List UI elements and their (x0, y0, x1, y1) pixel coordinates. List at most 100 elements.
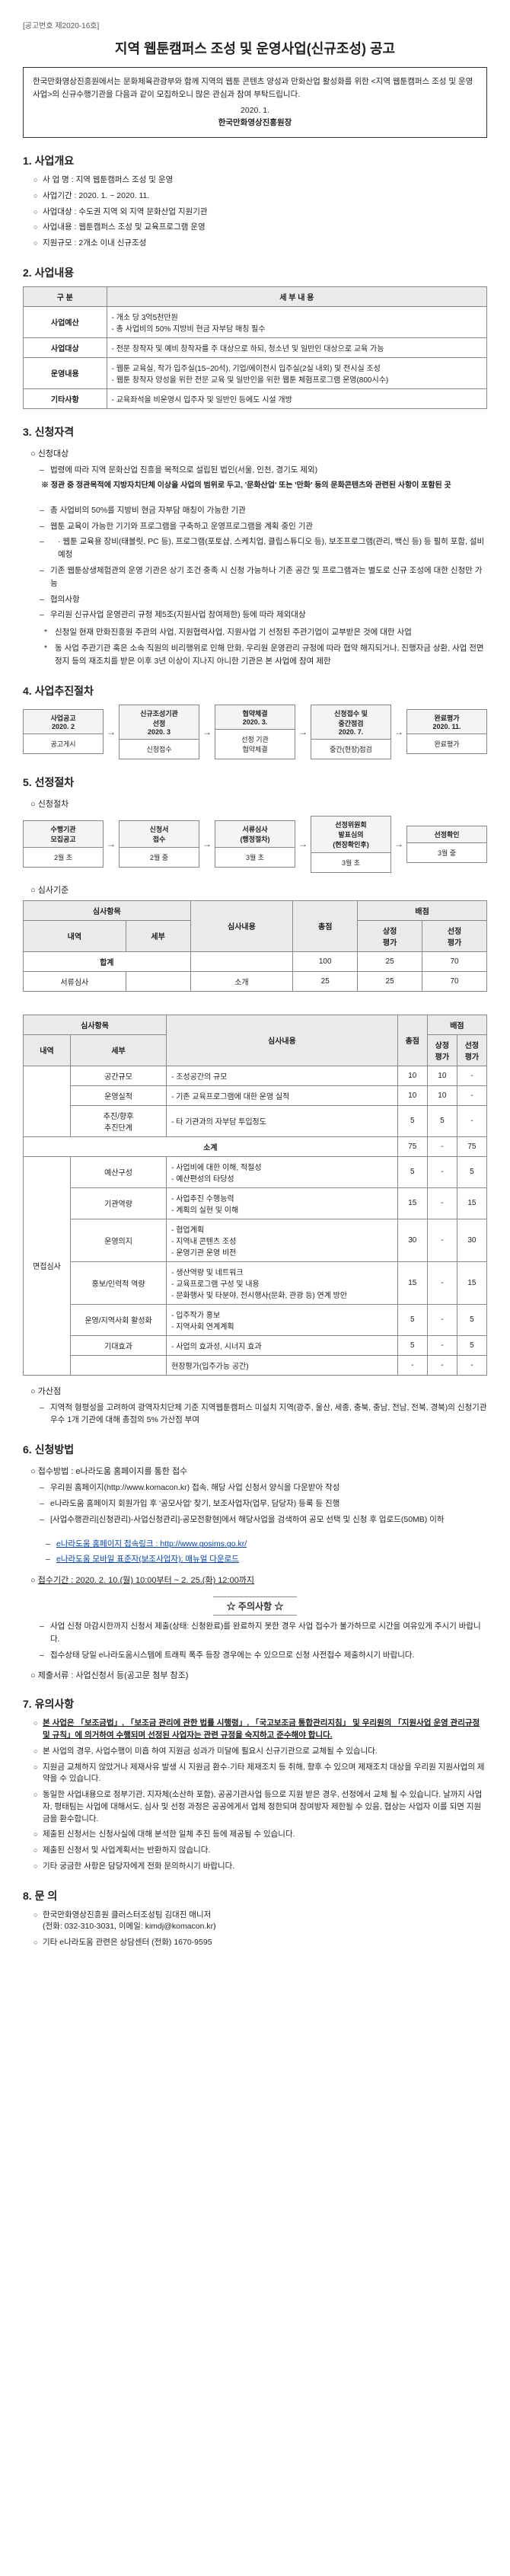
s3-note: ※ 정관 중 정관목적에 지방자치단체 이상을 사업의 범위로 두고, '문화산… (23, 480, 487, 492)
td: - 사업의 효과성, 시너지 효과 (167, 1335, 398, 1355)
td: 사업예산 (24, 306, 107, 337)
td: 5 (457, 1335, 486, 1355)
arrow-icon: → (298, 727, 308, 737)
section-6-title: 6. 신청방법 (23, 1442, 487, 1457)
flow-box: 수행기관 모집공고2월 초 (23, 820, 104, 868)
s6-sub: 접수방법 : e나라도움 홈페이지를 통한 접수 (30, 1465, 487, 1477)
s3-dash: 총 사업비의 50%를 지방비 현금 자부담 매칭이 가능한 기관 (40, 504, 487, 517)
td: - (427, 1136, 457, 1156)
td: - (427, 1304, 457, 1335)
s7-item: 제출된 신청서 및 사업계획서는 반환하지 않습니다. (33, 1845, 487, 1857)
section-7-title: 7. 유의사항 (23, 1696, 487, 1711)
doc-number: [공고번호 제2020-16호] (23, 19, 487, 30)
td: - 교육좌석을 비운영시 입주자 및 일반인 등에도 시설 개방 (107, 388, 486, 408)
s3-sub1: 신청대상 (30, 447, 487, 459)
th: 심사내용 (167, 1015, 398, 1066)
td: 30 (397, 1219, 427, 1261)
td: 기타사항 (24, 388, 107, 408)
s3-dash: · 웹툰 교육용 장비(태블릿, PC 등), 프로그램(포토샵, 스케치업, … (40, 535, 487, 561)
td: 75 (397, 1136, 427, 1156)
s7-item: 기타 궁금한 사항은 담당자에게 전화 문의하시기 바랍니다. (33, 1861, 487, 1873)
s7-item: 본 사업의 경우, 사업수행이 미흡 하여 지원금 성과가 미달에 필요시 신규… (33, 1746, 487, 1758)
s3-dash: 우리원 신규사업 운영관리 규정 제5조(지원사업 참여제한) 등에 따라 제외… (40, 609, 487, 622)
th: 총점 (397, 1015, 427, 1066)
arrow-icon: → (202, 727, 212, 737)
arrow-icon: → (298, 839, 308, 849)
td: - (397, 1355, 427, 1375)
td: 운영실적 (70, 1085, 166, 1105)
td: - (427, 1156, 457, 1187)
td: - (457, 1105, 486, 1136)
td: 30 (457, 1219, 486, 1261)
section-1-list: 사 업 명 : 지역 웹툰캠퍼스 조성 및 운영 사업기간 : 2020. 1.… (23, 174, 487, 250)
td: 소개 (190, 971, 293, 991)
s6-dash: 우리원 홈페이지(http://www.komacon.kr) 접속, 해당 사… (40, 1481, 487, 1494)
flow-box: 완료평가 2020. 11.완료평가 (406, 709, 487, 754)
notice-body: 한국만화영상진흥원에서는 문화체육관광부와 함께 지역의 웹툰 콘텐츠 양성과 … (33, 75, 477, 101)
td: 10 (427, 1085, 457, 1105)
td: 공간규모 (70, 1066, 166, 1085)
flow-box: 사업공고 2020. 2공고게시 (23, 709, 104, 754)
th: 내역 (24, 920, 126, 951)
td: - 사업추진 수행능력 - 계획의 실현 및 이해 (167, 1187, 398, 1219)
th: 배점 (427, 1015, 486, 1034)
flow-box: 신규조성기관 선정 2020. 3신청접수 (119, 705, 199, 759)
td: 70 (422, 951, 487, 971)
flow-4: 사업공고 2020. 2공고게시 → 신규조성기관 선정 2020. 3신청접수… (23, 705, 487, 759)
td: 10 (397, 1066, 427, 1085)
th: 총점 (293, 900, 358, 951)
flow-box: 서류심사 (행정절차)3월 초 (215, 820, 295, 868)
td: - (427, 1355, 457, 1375)
th: 심사내용 (190, 900, 293, 951)
s8-item: 한국만화영상진흥원 클러스터조성팀 김대진 매니저 (전화: 032-310-3… (33, 1910, 487, 1934)
td: 15 (397, 1261, 427, 1304)
td: - (427, 1335, 457, 1355)
td: - (427, 1187, 457, 1219)
s6-link[interactable]: e나라도움 홈페이지 접속링크 : http://www.gosims.go.k… (46, 1538, 487, 1551)
td: 5 (397, 1304, 427, 1335)
td: 25 (358, 951, 422, 971)
td: 기대효과 (70, 1335, 166, 1355)
s6-submit: 제출서류 : 사업신청서 등(공고문 첨부 참조) (30, 1669, 487, 1681)
s5-plus-body: 지역적 형평성을 고려하여 광역자치단체 기준 지역웹툰캠퍼스 미설치 지역(광… (40, 1401, 487, 1427)
s3-dash: 기존 웹툰상생체험관의 운영 기관은 상기 조건 충족 시 신청 가능하나 기존… (40, 564, 487, 590)
criteria-table-2: 심사항목 심사내용 총점 배점 내역 세부 상정평가 선정평가 공간규모- 조성… (23, 1015, 487, 1376)
td: 25 (293, 971, 358, 991)
td (24, 1066, 71, 1136)
flow-box: 선정확인3월 중 (406, 826, 487, 863)
th: 세부 (70, 1034, 166, 1066)
th: 선정평가 (422, 920, 487, 951)
td: 15 (457, 1187, 486, 1219)
flow-box: 신청접수 및 중간점검 2020. 7.중간(현장)점검 (311, 705, 391, 759)
s6-deadline: 접수기간 : 2020. 2. 10.(월) 10:00부터 ~ 2. 25.(… (30, 1574, 487, 1586)
s3-dash: 웹툰 교육이 가능한 기기와 프로그램을 구축하고 운영프로그램을 계획 중인 … (40, 520, 487, 533)
notice-box: 한국만화영상진흥원에서는 문화체육관광부와 함께 지역의 웹툰 콘텐츠 양성과 … (23, 67, 487, 138)
section-5-title: 5. 선정절차 (23, 775, 487, 790)
th: 선정평가 (457, 1034, 486, 1066)
notice-org: 한국만화영상진흥원장 (33, 117, 477, 129)
td: 10 (427, 1066, 457, 1085)
td: - 사업비에 대한 이해, 적절성 - 예산편성의 타당성 (167, 1156, 398, 1187)
td: 추진/향후 추진단계 (70, 1105, 166, 1136)
td: 5 (397, 1156, 427, 1187)
td (70, 1355, 166, 1375)
th: 심사항목 (24, 1015, 167, 1034)
section-3-title: 3. 신청자격 (23, 424, 487, 439)
th: 세 부 내 용 (107, 286, 486, 306)
td: 면접심사 (24, 1156, 71, 1375)
s7-item: 본 사업은 「보조금법」, 「보조금 관리에 관한 법률 시행령」, 「국고보조… (33, 1718, 487, 1742)
section-2-title: 2. 사업내용 (23, 265, 487, 280)
td: 5 (457, 1156, 486, 1187)
td: 70 (422, 971, 487, 991)
arrow-icon: → (107, 839, 116, 849)
caution-item: 사업 신청 마감시한까지 신청서 제출(상태: 신청완료)를 완료하지 못한 경… (40, 1620, 487, 1646)
td: - 입주작가 홍보 - 지역사회 연계계획 (167, 1304, 398, 1335)
td: - (427, 1219, 457, 1261)
arrow-icon: → (202, 839, 212, 849)
td: 홍보/인력적 역량 (70, 1261, 166, 1304)
td: - 협업계획 - 지역내 콘텐츠 조성 - 운영기관 운영 비전 (167, 1219, 398, 1261)
td: 5 (427, 1105, 457, 1136)
td: 예산구성 (70, 1156, 166, 1187)
s6-link[interactable]: e나라도움 모바일 표준자(보조사업자): 매뉴얼 다운로드 (46, 1553, 487, 1566)
td: - (427, 1261, 457, 1304)
